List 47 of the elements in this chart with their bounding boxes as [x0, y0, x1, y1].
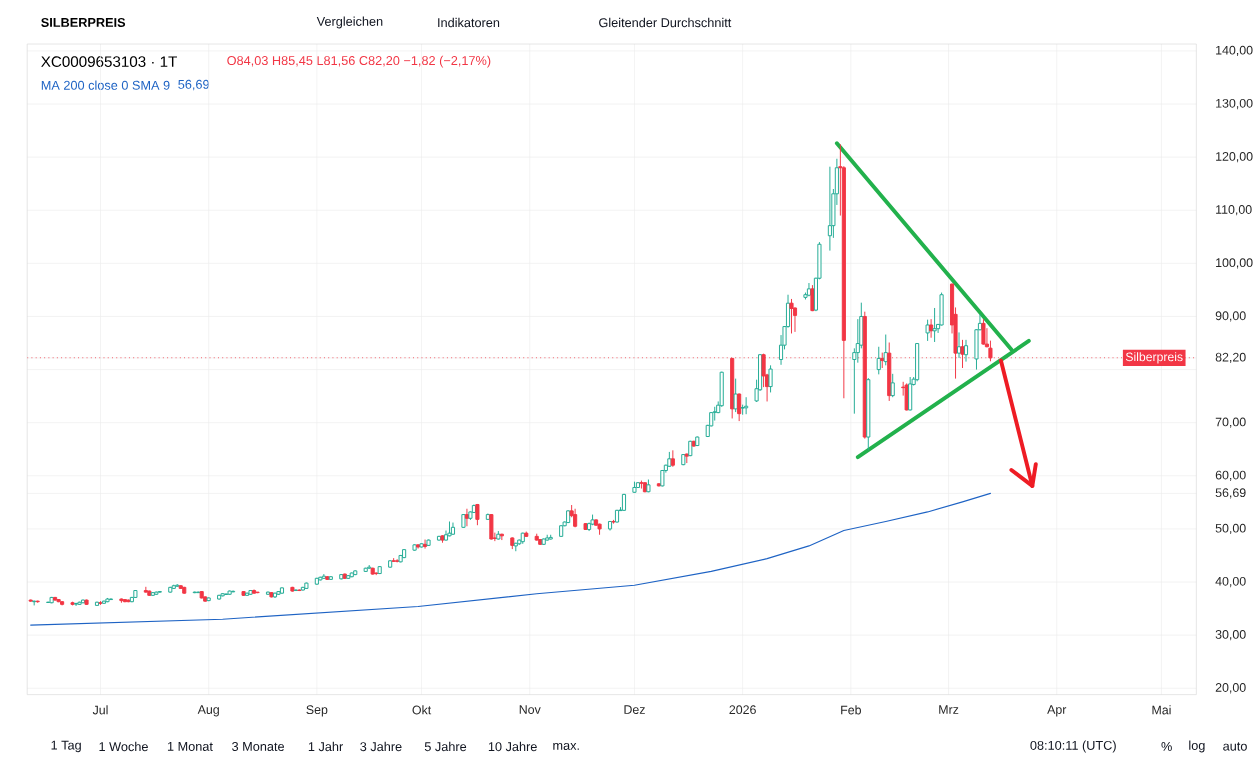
text: % [1161, 741, 1172, 751]
x-tick-label: Jul [92, 705, 108, 715]
y-tick-label: 30,00 [1215, 629, 1246, 641]
y-tick-label: 20,00 [1215, 683, 1246, 694]
text: 3 Jahre [360, 741, 402, 752]
x-tick-label: Aug [197, 705, 219, 717]
x-tick-label: Mai [1152, 705, 1171, 715]
text: auto [1223, 742, 1247, 751]
y-tick-label: 70,00 [1215, 417, 1246, 428]
y-tick-label: 90,00 [1215, 311, 1246, 322]
text: log [1189, 740, 1205, 753]
text: Gleitender Durchschnitt [599, 17, 732, 28]
x-tick-label: Nov [519, 705, 541, 714]
text: 08:10:11 (UTC) [1030, 740, 1116, 753]
text: max. [553, 742, 579, 750]
y-tick-label: 50,00 [1215, 523, 1246, 534]
text: 1 Monat [167, 741, 213, 751]
y-tick-label: 110,00 [1216, 205, 1252, 216]
text: Vergleichen [316, 16, 383, 29]
x-tick-label: Sep [306, 705, 328, 717]
text: 1 Jahr [308, 741, 343, 752]
x-tick-label: Feb [841, 705, 861, 715]
ref-line-label: Silberpreis [1125, 352, 1183, 364]
y-tick-label: 130,00 [1216, 98, 1253, 110]
text: 10 Jahre [488, 741, 537, 752]
text: XC0009653103 · 1T [41, 56, 177, 67]
y-tick-label: 82,20 [1215, 352, 1246, 363]
chart-title: SILBERPREIS [41, 17, 126, 27]
text: 1 Tag [51, 740, 81, 753]
y-tick-label: 60,00 [1215, 470, 1246, 481]
y-tick-label: 56,69 [1215, 488, 1246, 499]
y-tick-label: 40,00 [1215, 576, 1246, 588]
text: 3 Monate [232, 741, 284, 751]
text: MA 200 close 0 SMA 9 [41, 80, 170, 90]
x-tick-label: Okt [412, 705, 432, 715]
y-tick-label: 100,00 [1216, 258, 1253, 269]
y-tick-label: 120,00 [1216, 151, 1253, 163]
x-tick-label: Apr [1047, 705, 1067, 717]
annotation: O84,03 H85,45 L81,56 C82,20 −1,82 (−2,17%) [227, 55, 491, 68]
x-tick-label: 2026 [729, 705, 756, 714]
text: Indikatoren [438, 17, 500, 28]
y-tick-label: 140,00 [1216, 45, 1253, 56]
x-tick-label: Mrz [939, 705, 959, 714]
annotation: 56,69 [178, 79, 209, 91]
x-tick-label: Dez [624, 705, 645, 714]
text: 5 Jahre [424, 741, 467, 752]
text: 1 Woche [99, 741, 148, 752]
